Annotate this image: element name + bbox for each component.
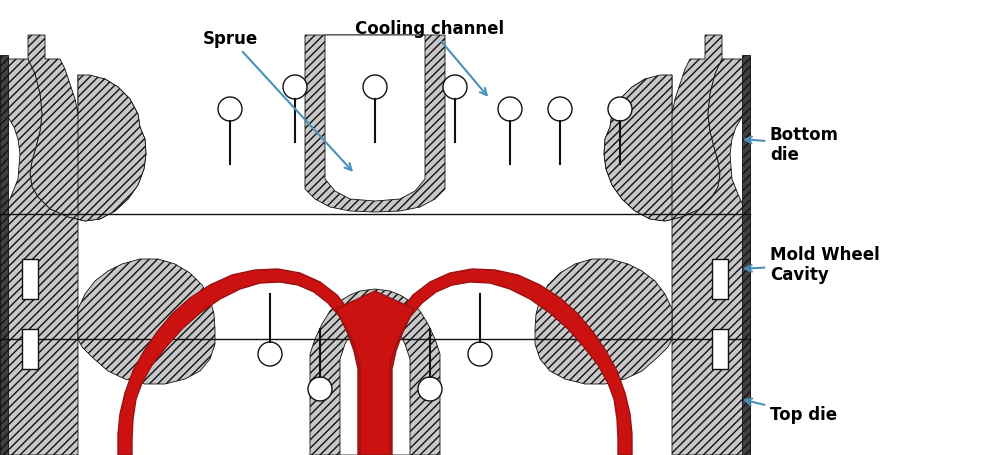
Bar bbox=[22, 329, 38, 369]
Polygon shape bbox=[78, 259, 214, 384]
Text: Cooling channel: Cooling channel bbox=[355, 20, 504, 96]
Polygon shape bbox=[305, 36, 445, 212]
Circle shape bbox=[443, 76, 467, 100]
Polygon shape bbox=[534, 259, 671, 384]
Polygon shape bbox=[0, 56, 8, 455]
Text: Mold Wheel
Cavity: Mold Wheel Cavity bbox=[744, 245, 879, 284]
Polygon shape bbox=[741, 56, 749, 455]
Circle shape bbox=[363, 76, 387, 100]
Circle shape bbox=[258, 342, 282, 366]
Polygon shape bbox=[603, 36, 721, 222]
Polygon shape bbox=[0, 60, 146, 455]
Polygon shape bbox=[603, 60, 749, 455]
Circle shape bbox=[468, 342, 492, 366]
Circle shape bbox=[418, 377, 442, 401]
Circle shape bbox=[607, 98, 631, 122]
Text: Top die: Top die bbox=[744, 399, 837, 423]
Polygon shape bbox=[325, 36, 425, 202]
Polygon shape bbox=[378, 269, 631, 455]
Bar bbox=[0, 36, 749, 455]
Circle shape bbox=[498, 98, 521, 122]
Polygon shape bbox=[28, 36, 146, 222]
Polygon shape bbox=[340, 313, 410, 455]
Bar bbox=[711, 259, 727, 299]
Polygon shape bbox=[310, 289, 440, 455]
Circle shape bbox=[547, 98, 571, 122]
Circle shape bbox=[283, 76, 307, 100]
Polygon shape bbox=[336, 291, 414, 455]
Circle shape bbox=[308, 377, 332, 401]
Text: Bottom
die: Bottom die bbox=[744, 125, 838, 164]
Bar bbox=[711, 329, 727, 369]
Text: Sprue: Sprue bbox=[202, 30, 351, 171]
Polygon shape bbox=[118, 269, 372, 455]
Circle shape bbox=[217, 98, 241, 122]
Bar bbox=[22, 259, 38, 299]
